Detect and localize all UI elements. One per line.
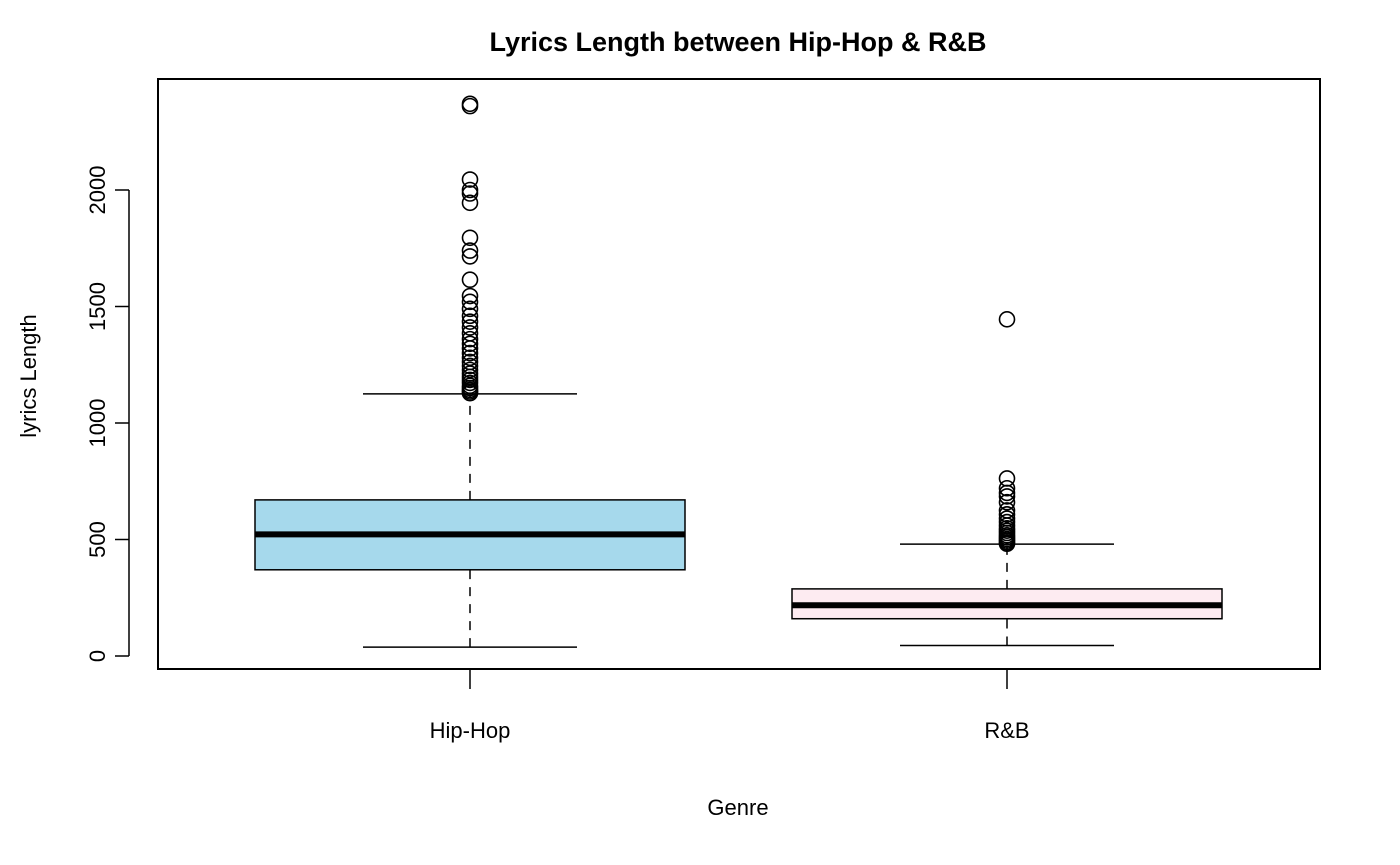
boxes [254, 95, 1223, 648]
outlier-point [461, 181, 479, 199]
chart-title: Lyrics Length between Hip-Hop & R&B [489, 27, 986, 57]
outlier-point [461, 307, 479, 325]
outlier-point [461, 353, 479, 371]
outlier-point [461, 344, 479, 362]
outlier-point [998, 510, 1016, 527]
outlier-point [461, 300, 479, 318]
x-axis-label: Genre [707, 795, 768, 820]
outlier-point [461, 313, 479, 330]
y-tick-label: 500 [85, 521, 110, 558]
box-hip-hop [254, 95, 686, 648]
outlier-point [461, 185, 479, 202]
y-axis: 0 500 1000 1500 2000 [85, 166, 130, 662]
outlier-point [461, 361, 479, 379]
outlier-point [461, 319, 479, 336]
outlier-point [461, 335, 479, 353]
outlier-point [461, 248, 479, 265]
outlier-point [461, 357, 479, 375]
outlier-point [461, 271, 479, 289]
outlier-point [461, 194, 479, 212]
y-tick-label: 1000 [85, 399, 110, 448]
box-r-b [791, 311, 1223, 647]
outlier-point [998, 506, 1016, 523]
outlier-point [998, 493, 1016, 511]
outlier-point [461, 365, 479, 382]
outlier-point [461, 324, 479, 342]
outlier-point [998, 311, 1016, 328]
outlier-point [998, 502, 1016, 519]
outlier-point [998, 479, 1016, 497]
outlier-point [998, 470, 1016, 487]
outlier-point [461, 171, 479, 188]
outlier-point [461, 242, 479, 259]
outlier-point [461, 229, 479, 247]
outlier-point [461, 293, 479, 311]
y-tick-label: 0 [85, 650, 110, 662]
plot-frame [157, 78, 1321, 670]
outlier-point [461, 95, 479, 113]
y-tick-label: 2000 [85, 166, 110, 215]
x-tick-label: Hip-Hop [430, 718, 511, 743]
y-axis-label: lyrics Length [16, 314, 41, 438]
outlier-point [461, 287, 479, 305]
x-tick-label: R&B [984, 718, 1029, 743]
outlier-point [461, 330, 479, 348]
outlier-point [461, 349, 479, 367]
x-axis: Hip-Hop R&B [430, 669, 1030, 743]
y-tick-label: 1500 [85, 282, 110, 331]
